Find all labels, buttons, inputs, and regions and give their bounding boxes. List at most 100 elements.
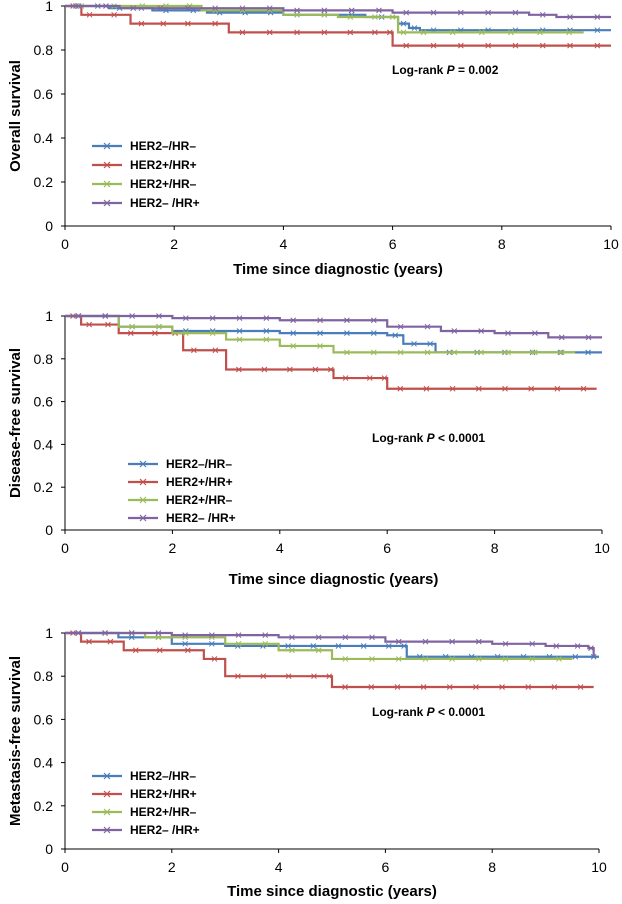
censor-mark (289, 647, 295, 654)
censor-mark (446, 684, 453, 690)
y-tick-label: 0.2 (34, 174, 54, 190)
series-line (65, 631, 573, 661)
censor-mark (209, 315, 216, 321)
censor-mark (239, 29, 246, 36)
censor-mark (451, 349, 458, 356)
censor-mark (132, 647, 139, 654)
y-tick-label: 0.4 (34, 436, 54, 452)
series-line (65, 314, 576, 354)
censor-mark (290, 317, 297, 324)
legend-marker (103, 142, 111, 150)
censor-mark (574, 643, 581, 649)
censor-mark (478, 328, 485, 334)
censor-marks (75, 313, 565, 356)
y-tick-label: 1 (45, 0, 53, 14)
x-tick-label: 0 (61, 540, 69, 556)
x-tick-label: 8 (488, 859, 496, 875)
censor-mark (577, 684, 584, 690)
censor-mark (502, 656, 509, 662)
censor-mark (342, 634, 349, 641)
censor-mark (376, 7, 382, 14)
x-tick-label: 2 (169, 540, 177, 556)
logrank-annotation: Log-rank P < 0.0001 (372, 431, 485, 445)
censor-mark (312, 366, 319, 373)
legend-label: HER2+/HR– (166, 493, 233, 507)
censor-mark (111, 11, 117, 18)
censor-mark (315, 634, 322, 641)
y-axis-label: Metastasis-free survival (7, 656, 24, 826)
censor-mark (427, 340, 434, 347)
censor-mark (502, 640, 509, 647)
censor-mark (75, 630, 82, 636)
x-tick-label: 6 (383, 540, 391, 556)
legend-label: HER2–/HR– (130, 139, 196, 153)
censor-mark (567, 14, 573, 20)
censor-mark (285, 673, 292, 680)
censor-mark (505, 330, 511, 336)
censor-mark (152, 330, 158, 336)
censor-mark (236, 366, 242, 373)
censor-mark (539, 42, 546, 49)
legend-marker (139, 496, 147, 504)
y-tick-label: 0.4 (34, 755, 54, 771)
y-tick-label: 0.6 (34, 86, 54, 102)
censor-mark (539, 11, 546, 18)
censor-mark (529, 656, 536, 662)
censor-mark (263, 315, 270, 321)
censor-mark (537, 29, 543, 36)
y-tick-label: 0.4 (34, 130, 54, 146)
censor-mark (457, 42, 464, 49)
censor-mark (424, 349, 431, 356)
censor-mark (290, 343, 297, 349)
x-tick-label: 10 (594, 540, 610, 556)
censor-mark (127, 330, 134, 336)
y-tick-label: 0 (45, 218, 53, 234)
censor-mark (392, 332, 399, 339)
y-tick-label: 0.8 (34, 351, 54, 367)
censor-mark (105, 321, 111, 328)
overall-survival-panel: 0 0.2 0.4 0.6 0.8 1 0 2 4 6 8 10 Time since diagnost… (0, 0, 622, 285)
censor-mark (505, 349, 511, 356)
censor-mark (155, 630, 162, 636)
series-line (65, 314, 597, 390)
x-tick-label: 8 (498, 236, 506, 252)
censor-mark (372, 29, 378, 36)
censor-mark (317, 343, 323, 349)
censor-mark (360, 643, 367, 649)
x-tick-label: 6 (382, 859, 390, 875)
censor-mark (370, 330, 377, 336)
censor-mark (342, 375, 349, 381)
censor-mark (287, 366, 293, 373)
censor-mark (553, 643, 560, 649)
censor-mark (347, 29, 354, 36)
legend-label: HER2+/HR+ (166, 475, 233, 489)
censor-mark (294, 7, 300, 14)
legend-marker (103, 808, 111, 816)
censor-mark (594, 42, 601, 49)
censor-mark (262, 640, 269, 647)
censor-mark (529, 640, 536, 647)
censor-mark (235, 640, 242, 647)
censor-mark (449, 29, 456, 36)
censor-mark (590, 653, 597, 660)
y-tick-label: 0.6 (34, 711, 54, 727)
censor-mark (327, 366, 334, 373)
censor-mark (335, 643, 342, 649)
series-line (65, 631, 595, 657)
legend-label: HER2– /HR+ (166, 511, 236, 525)
censor-mark (532, 330, 538, 336)
censor-mark (160, 20, 167, 27)
censor-mark (102, 630, 108, 636)
censor-mark (572, 653, 579, 660)
censor-mark (397, 385, 404, 392)
censor-mark (130, 5, 137, 12)
x-axis-label: Time since diagnostic (years) (233, 261, 443, 278)
censor-mark (381, 375, 388, 381)
legend-label: HER2–/HR– (130, 769, 196, 783)
censor-mark (594, 14, 601, 20)
x-axis-label: Time since diagnostic (years) (229, 571, 439, 588)
censor-mark (400, 20, 407, 27)
censor-mark (554, 385, 561, 392)
censor-mark (184, 5, 191, 12)
